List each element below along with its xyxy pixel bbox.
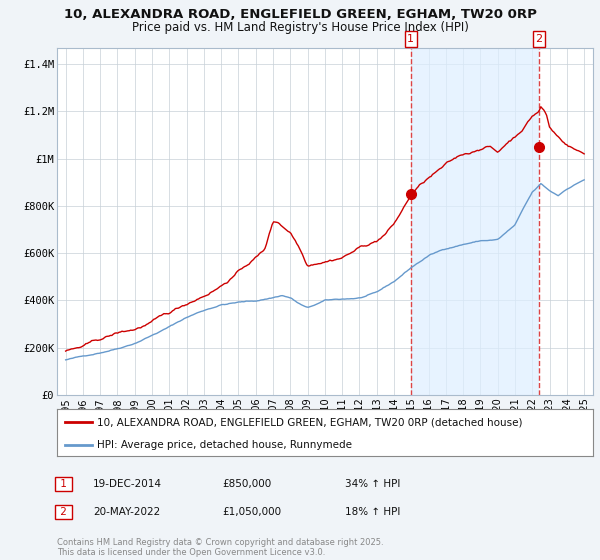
Text: £850,000: £850,000 bbox=[222, 479, 271, 489]
Text: 10, ALEXANDRA ROAD, ENGLEFIELD GREEN, EGHAM, TW20 0RP (detached house): 10, ALEXANDRA ROAD, ENGLEFIELD GREEN, EG… bbox=[97, 417, 523, 427]
Text: 19-DEC-2014: 19-DEC-2014 bbox=[93, 479, 162, 489]
Text: 18% ↑ HPI: 18% ↑ HPI bbox=[345, 507, 400, 517]
Text: 34% ↑ HPI: 34% ↑ HPI bbox=[345, 479, 400, 489]
Text: £1,050,000: £1,050,000 bbox=[222, 507, 281, 517]
Text: 20-MAY-2022: 20-MAY-2022 bbox=[93, 507, 160, 517]
Text: Price paid vs. HM Land Registry's House Price Index (HPI): Price paid vs. HM Land Registry's House … bbox=[131, 21, 469, 34]
Text: 2: 2 bbox=[57, 507, 70, 517]
Text: 10, ALEXANDRA ROAD, ENGLEFIELD GREEN, EGHAM, TW20 0RP: 10, ALEXANDRA ROAD, ENGLEFIELD GREEN, EG… bbox=[64, 8, 536, 21]
Point bbox=[61, 419, 68, 426]
Text: HPI: Average price, detached house, Runnymede: HPI: Average price, detached house, Runn… bbox=[97, 440, 352, 450]
Point bbox=[88, 419, 95, 426]
Text: 1: 1 bbox=[57, 479, 70, 489]
Bar bbox=[411, 48, 539, 395]
Text: Contains HM Land Registry data © Crown copyright and database right 2025.
This d: Contains HM Land Registry data © Crown c… bbox=[57, 538, 383, 557]
Point bbox=[88, 441, 95, 448]
Text: 1: 1 bbox=[407, 34, 415, 44]
Point bbox=[61, 441, 68, 448]
Text: 2: 2 bbox=[535, 34, 542, 44]
